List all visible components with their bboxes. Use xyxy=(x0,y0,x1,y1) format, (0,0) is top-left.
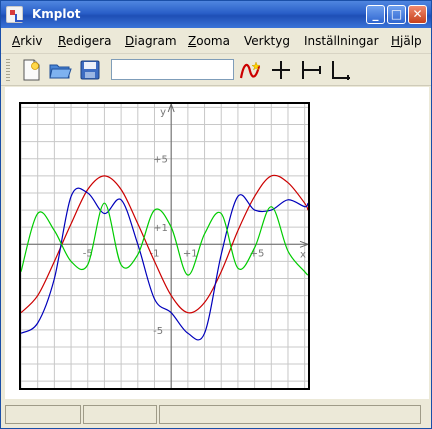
menu-hjalp-label: jälp xyxy=(400,34,422,48)
menu-verktyg-label: Verktyg xyxy=(244,34,290,48)
x-tick-label: +1 xyxy=(183,248,198,259)
new-function-icon xyxy=(239,61,261,79)
window-title: Kmplot xyxy=(32,7,81,21)
menu-arkiv[interactable]: Arkiv xyxy=(12,34,43,48)
series-line-2 xyxy=(20,187,309,341)
menu-installningar[interactable]: Inställningar xyxy=(304,34,379,48)
minimize-button[interactable]: _ xyxy=(366,5,385,24)
axes-center-icon xyxy=(302,61,321,79)
y-tick-label: +1 xyxy=(153,223,168,234)
new-function-button[interactable] xyxy=(239,58,263,82)
x-axis-label: x xyxy=(300,249,306,260)
title-bar[interactable]: Kmplot _ □ ✕ xyxy=(1,1,431,28)
x-tick-label: +5 xyxy=(250,248,265,259)
menu-arkiv-label: rkiv xyxy=(20,34,43,48)
trace-crosshair-button[interactable] xyxy=(269,58,293,82)
open-folder-icon xyxy=(49,64,72,79)
menu-zooma-label: ooma xyxy=(196,34,230,48)
menu-diagram-label: iagram xyxy=(134,34,177,48)
axes-corner-button[interactable] xyxy=(329,58,353,82)
close-button[interactable]: ✕ xyxy=(408,5,427,24)
axes-center-button[interactable] xyxy=(299,58,323,82)
function-plot[interactable]: x y -5 -1 +1 +5 +5 +1 -5 xyxy=(20,102,310,388)
status-cell-2 xyxy=(83,405,157,424)
y-tick-label: +5 xyxy=(153,155,168,166)
menu-verktyg[interactable]: Verktyg xyxy=(244,34,290,48)
save-file-button[interactable] xyxy=(78,58,102,82)
y-tick-label: -5 xyxy=(153,326,163,337)
menu-bar: Arkiv Redigera Diagram Zooma Verktyg Ins… xyxy=(1,28,431,54)
open-file-button[interactable] xyxy=(48,58,72,82)
menu-redigera-mnemonic: R xyxy=(58,34,66,48)
x-tick-label: -1 xyxy=(149,248,159,259)
menu-diagram[interactable]: Diagram xyxy=(125,34,177,48)
menu-installningar-label: Inställningar xyxy=(304,34,379,48)
function-input-field[interactable] xyxy=(111,59,234,80)
plot-canvas[interactable]: x y -5 -1 +1 +5 +5 +1 -5 xyxy=(19,102,310,390)
new-file-icon xyxy=(23,59,40,81)
status-cell-3 xyxy=(159,405,421,424)
status-bar xyxy=(1,403,431,428)
menu-hjalp-mnemonic: H xyxy=(391,34,401,48)
series-line-1 xyxy=(20,174,309,314)
menu-hjalp[interactable]: Hjälp xyxy=(391,34,422,48)
maximize-button[interactable]: □ xyxy=(387,5,406,24)
main-toolbar xyxy=(1,55,431,86)
y-axis-label: y xyxy=(160,107,166,118)
menu-redigera-label: edigera xyxy=(65,34,112,48)
axes-corner-icon xyxy=(332,61,350,80)
plot-area-container: x y -5 -1 +1 +5 +5 +1 -5 xyxy=(5,87,429,399)
y-axis-arrow xyxy=(167,102,175,113)
menu-zooma-mnemonic: Z xyxy=(188,34,197,48)
new-file-button[interactable] xyxy=(19,58,43,82)
menu-redigera[interactable]: Redigera xyxy=(58,34,111,48)
menu-arkiv-mnemonic: A xyxy=(12,34,21,48)
menu-zooma[interactable]: Zooma xyxy=(188,34,230,48)
menu-diagram-mnemonic: D xyxy=(125,34,135,48)
x-tick-label: -5 xyxy=(83,248,93,259)
toolbar-grip-handle[interactable] xyxy=(6,59,10,83)
series-line-3 xyxy=(20,202,309,276)
status-cell-1 xyxy=(5,405,81,424)
save-disk-icon xyxy=(80,60,100,80)
kmplot-app-icon[interactable] xyxy=(6,6,23,23)
crosshair-icon xyxy=(272,61,290,79)
